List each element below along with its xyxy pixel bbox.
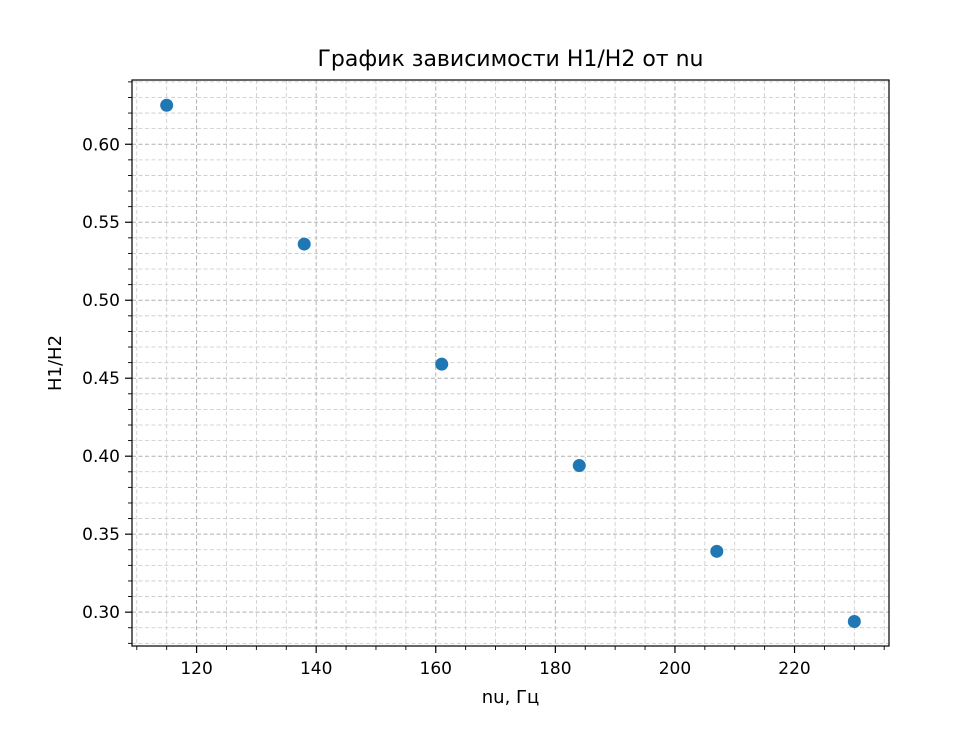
x-tick-label: 220 [778,659,810,679]
data-points [160,98,861,629]
data-point [847,615,861,629]
y-tick-label: 0.45 [82,369,120,389]
minor-grid [132,80,889,646]
y-tick-label: 0.40 [82,447,120,467]
y-tick-label: 0.30 [82,603,120,623]
chart-title: График зависимости H1/H2 от nu [318,47,704,72]
y-tick-label: 0.55 [82,213,120,233]
y-tick-labels: 0.30 0.35 0.40 0.45 0.50 0.55 0.60 [82,135,120,623]
data-point [572,459,586,473]
x-tick-label: 180 [539,659,571,679]
y-tick-label: 0.35 [82,525,120,545]
data-point [435,357,449,371]
data-point [297,237,311,251]
axis-ticks [125,81,885,653]
y-axis-label: H1/H2 [45,335,66,391]
x-tick-label: 140 [300,659,332,679]
x-tick-label: 200 [659,659,691,679]
data-point [160,98,174,112]
x-axis-label: nu, Гц [482,687,540,708]
data-point [710,544,724,558]
y-tick-label: 0.50 [82,291,120,311]
x-tick-labels: 120 140 160 180 200 220 [180,659,810,679]
x-tick-label: 120 [180,659,212,679]
x-tick-label: 160 [420,659,452,679]
y-tick-label: 0.60 [82,135,120,155]
